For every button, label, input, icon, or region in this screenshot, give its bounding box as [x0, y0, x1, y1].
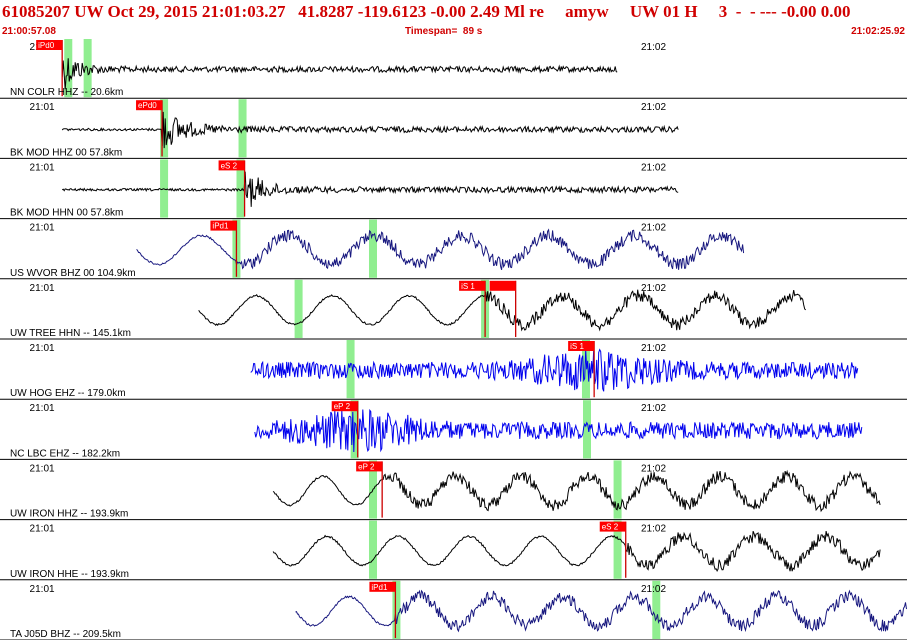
window-marker — [346, 340, 355, 399]
time-tick-label: 21:02 — [641, 283, 666, 294]
phase-pick-label: iPd1 — [371, 583, 388, 592]
channel-label: UW HOG EHZ -- 179.0km — [10, 388, 126, 399]
phase-pick-flag[interactable] — [599, 521, 626, 532]
window-marker — [238, 99, 247, 158]
waveform-trace[interactable] — [61, 171, 679, 207]
phase-pick-label: iPd1 — [212, 222, 229, 231]
channel-label: BK MOD HHN 00 57.8km — [10, 208, 123, 219]
timespan: Timespan= 89 s — [405, 26, 483, 37]
time-tick-label: 21:01 — [30, 283, 55, 294]
time-tick-label: 21:02 — [641, 524, 666, 535]
phase-pick-flag[interactable] — [218, 160, 245, 171]
waveform-trace[interactable] — [61, 58, 618, 90]
phase-pick-flag[interactable] — [568, 341, 595, 351]
start-time: 21:00:57.08 — [2, 26, 56, 37]
time-tick-label: 21:01 — [30, 584, 55, 595]
time-tick-label: 21:01 — [30, 162, 55, 173]
phase-pick-label: eS 2 — [221, 161, 238, 170]
time-tick-label: 21:01 — [30, 102, 55, 113]
event-summary-line: 61085207 UW Oct 29, 2015 21:01:03.27 41.… — [2, 2, 851, 21]
channel-label: US WVOR BHZ 00 104.9km — [10, 268, 136, 279]
window-marker — [613, 520, 622, 579]
window-marker — [294, 279, 303, 338]
channel-label: UW TREE HHN -- 145.1km — [10, 328, 131, 339]
channel-label: NN COLR HHZ -- 20.6km — [10, 87, 123, 98]
time-tick-label: 21:02 — [641, 42, 666, 53]
channel-label: UW IRON HHZ -- 193.9km — [10, 509, 128, 520]
time-tick-label: 21:01 — [30, 403, 55, 414]
phase-pick-flag[interactable] — [210, 220, 237, 231]
channel-label: UW IRON HHE -- 193.9km — [10, 569, 129, 580]
window-marker — [368, 219, 377, 278]
time-tick-label: 21:01 — [30, 463, 55, 474]
phase-pick-flag[interactable] — [356, 461, 383, 472]
time-tick-label: 21:02 — [641, 343, 666, 354]
channel-label: NC LBC EHZ -- 182.2km — [10, 448, 120, 459]
waveform-trace[interactable] — [272, 469, 881, 513]
channel-label: BK MOD HHZ 00 57.8km — [10, 147, 122, 158]
phase-pick-flag[interactable] — [136, 100, 163, 111]
window-marker — [613, 460, 622, 519]
phase-pick-flag[interactable] — [36, 40, 63, 50]
end-time: 21:02:25.92 — [851, 26, 905, 37]
time-tick-label: 21:02 — [641, 162, 666, 173]
waveform-trace[interactable] — [295, 589, 907, 633]
window-marker — [392, 580, 401, 639]
window-marker — [581, 340, 590, 399]
window-marker — [236, 159, 245, 218]
time-tick-label: 21:01 — [30, 343, 55, 354]
waveform-trace[interactable] — [254, 408, 863, 453]
time-tick-label: 21:01 — [30, 524, 55, 535]
time-tick-label: 21:02 — [641, 584, 666, 595]
event-header: 61085207 UW Oct 29, 2015 21:01:03.27 41.… — [0, 0, 907, 38]
time-tick-label: 21:02 — [641, 223, 666, 234]
phase-pick-label: iS 1 — [570, 342, 584, 351]
phase-pick-label: eS 2 — [602, 523, 619, 532]
window-marker — [368, 520, 377, 579]
waveform-trace[interactable] — [250, 348, 859, 392]
phase-pick-flag[interactable] — [489, 280, 516, 291]
time-tick-label: 21:02 — [641, 463, 666, 474]
time-tick-label: 21:02 — [641, 102, 666, 113]
phase-pick-label: ePd0 — [138, 101, 157, 110]
phase-pick-flag[interactable] — [331, 401, 358, 412]
time-tick-label: 21:01 — [30, 223, 55, 234]
waveform-trace[interactable] — [136, 228, 745, 270]
phase-pick-flag[interactable] — [369, 581, 396, 592]
waveform-trace[interactable] — [272, 531, 881, 573]
waveform-panel[interactable]: 21:01 21:02 iPd0 NN COLR HHZ -- 20.6km 21:01… — [0, 38, 907, 640]
phase-pick-label: iS 1 — [461, 282, 475, 291]
phase-pick-label: eP 2 — [334, 402, 351, 411]
waveform-trace[interactable] — [198, 289, 807, 332]
window-marker — [652, 580, 661, 639]
waveform-trace[interactable] — [61, 111, 679, 149]
phase-pick-label: eP 2 — [358, 462, 375, 471]
window-marker — [583, 400, 592, 459]
phase-pick-flag[interactable] — [459, 280, 486, 291]
time-tick-label: 21:02 — [641, 403, 666, 414]
channel-label: TA J05D BHZ -- 209.5km — [10, 629, 121, 640]
phase-pick-label: iPd0 — [38, 41, 55, 50]
